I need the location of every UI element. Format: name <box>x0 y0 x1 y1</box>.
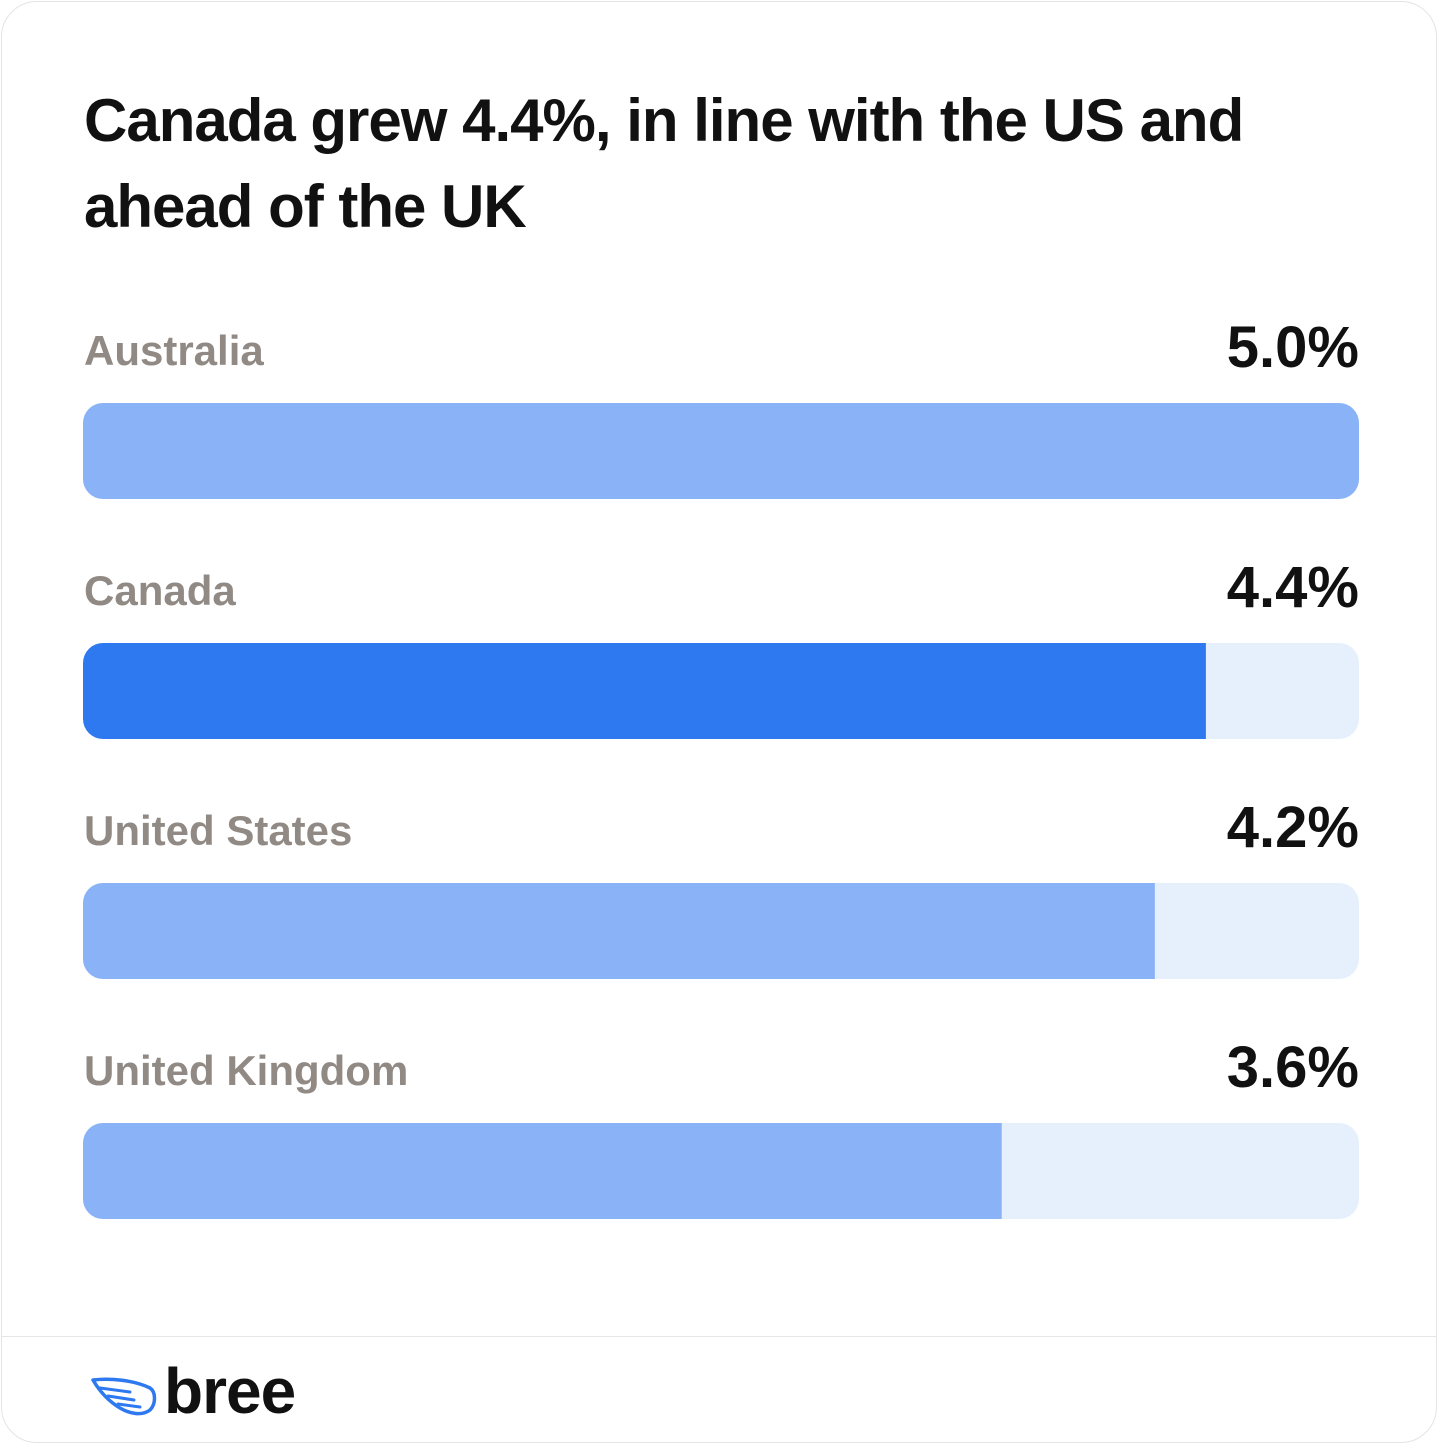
category-label: United States <box>84 807 352 854</box>
bar <box>83 403 1359 499</box>
value-label: 3.6% <box>1227 1035 1359 1100</box>
bar <box>83 643 1206 739</box>
logo-icon <box>91 1377 157 1416</box>
category-label: United Kingdom <box>84 1047 408 1094</box>
bar <box>83 883 1155 979</box>
value-label: 5.0% <box>1227 315 1359 380</box>
category-label: Canada <box>84 567 236 614</box>
chart: Australia 5.0% Canada 4.4% United States 4.2%… <box>83 315 1359 1219</box>
separator <box>2 1336 1436 1337</box>
chart-title: Canada grew 4.4%, in line with the US an… <box>84 87 1244 240</box>
brand: bree <box>164 1355 296 1427</box>
value-label: 4.2% <box>1227 795 1359 860</box>
value-label: 4.4% <box>1227 555 1359 620</box>
bar <box>83 1123 1002 1219</box>
category-label: Australia <box>84 327 264 374</box>
